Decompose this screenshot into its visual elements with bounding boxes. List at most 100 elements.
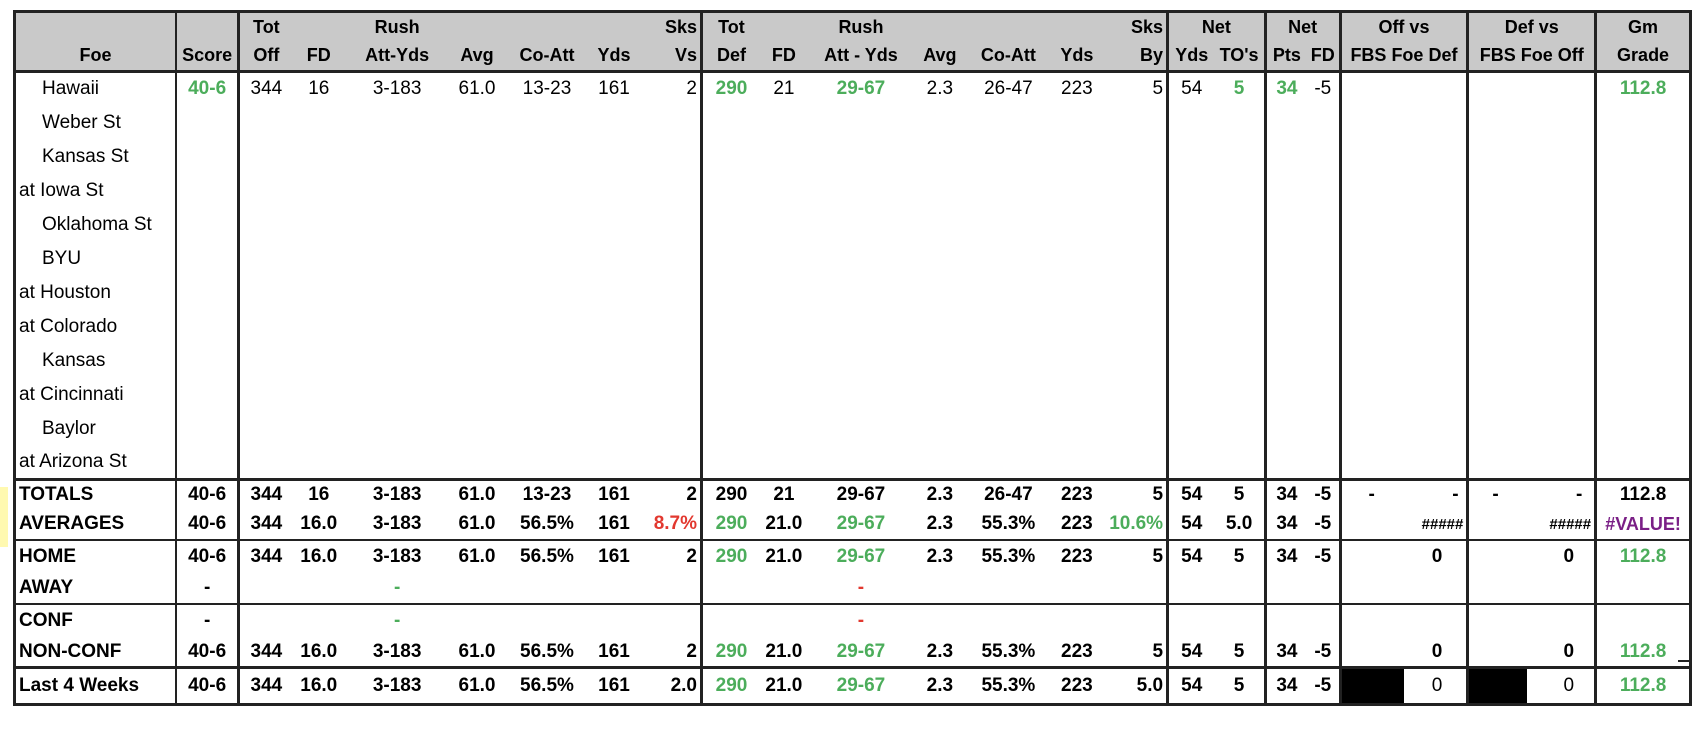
last-4-weeks-rush: 3-183	[345, 666, 450, 706]
row-highlight-averages	[0, 517, 8, 547]
totals-def-yds: 223	[1051, 478, 1103, 510]
last-4-weeks-net-pts: 34	[1263, 666, 1308, 706]
away-rush: -	[345, 573, 450, 605]
game-def-rush: 29-67	[836, 78, 886, 100]
game-foe: Kansas St	[12, 139, 176, 174]
home-def-vs: 0	[1466, 539, 1596, 574]
home-def-fd: 21.0	[765, 546, 803, 567]
last-4-weeks-def-vs-value: 0	[1563, 675, 1575, 696]
totals-def-co-att: 26-47	[965, 478, 1052, 510]
hdr1-foe	[12, 10, 176, 42]
game-sks-vs: 2	[686, 78, 697, 100]
game-row: at Colorado	[12, 309, 1692, 344]
averages-tot-def: 290	[699, 509, 760, 541]
non-conf-def-vs: 0	[1466, 637, 1596, 668]
game-avg: 61.0	[458, 78, 496, 100]
totals-def-fd: 21	[759, 478, 808, 510]
home-avg: 61.0	[458, 546, 496, 567]
home-rush: 3-183	[372, 546, 422, 567]
last-4-weeks-def-avg: 2.3	[914, 666, 966, 706]
away-score: -	[174, 573, 239, 605]
row-highlight-totals	[0, 487, 8, 517]
home-def-yds: 223	[1061, 546, 1093, 567]
home-sks-by: 5	[1152, 546, 1164, 567]
totals-avg: 61.0	[449, 478, 505, 510]
game-foe: at Houston	[12, 275, 176, 310]
hdr2-gm: Grade	[1594, 41, 1692, 73]
last-4-weeks-def-fd: 21.0	[759, 666, 808, 706]
hdr1-co-att	[504, 10, 590, 42]
non-conf-grade: 112.8	[1594, 637, 1692, 668]
last-4-weeks-net-fd: -5	[1307, 666, 1341, 706]
hdr1-gm: Gm	[1594, 10, 1692, 42]
hdr1-def-vs: Def vs	[1466, 10, 1596, 42]
home-tot-def: 290	[699, 539, 760, 574]
game-fd: 16	[308, 78, 330, 100]
hdr2-def-vs: FBS Foe Off	[1466, 41, 1596, 73]
home-score: 40-6	[174, 539, 239, 574]
non-conf-def-co-att: 55.3%	[981, 640, 1036, 662]
home-tot-off: 344	[237, 539, 293, 574]
home-net-pts: 34	[1263, 539, 1308, 574]
last-4-weeks-off-vs-value: 0	[1431, 675, 1443, 696]
away-label: AWAY	[12, 573, 176, 605]
averages-def-rush: 29-67	[807, 509, 915, 541]
hdr2-yds: Yds	[589, 41, 639, 73]
totals-rush: 3-183	[345, 478, 450, 510]
game-row: BYU	[12, 241, 1692, 276]
header-row-2: Foe Score Off FD Att-Yds Avg Co-Att Yds …	[12, 41, 1692, 73]
game-foe: at Arizona St	[12, 445, 176, 480]
hdr2-net-yds: Yds	[1166, 41, 1215, 73]
game-grade: 112.8	[1594, 71, 1692, 106]
game-row: Kansas	[12, 343, 1692, 378]
hdr2-def-yds: Yds	[1051, 41, 1103, 73]
totals-def-vs: --	[1466, 478, 1596, 510]
non-conf-tot-def: 290	[699, 637, 760, 668]
filled-cell	[1469, 669, 1528, 703]
last-4-weeks-def-rush: 29-67	[807, 666, 915, 706]
totals-tot-off: 344	[237, 478, 293, 510]
game-row: Hawaii 40-6 344 16 3-183 61.0 13-23 161 …	[12, 71, 1692, 106]
game-foe: Oklahoma St	[12, 207, 176, 242]
game-score: 40-6	[174, 71, 239, 106]
home-def-avg: 2.3	[926, 546, 954, 567]
game-foe: Weber St	[12, 105, 176, 140]
non-conf-label: NON-CONF	[12, 637, 176, 668]
away-row: AWAY - - -	[12, 573, 1692, 605]
hdr2-off-vs: FBS Foe Def	[1338, 41, 1468, 73]
last-4-weeks-def-vs: 0	[1466, 666, 1596, 706]
averages-net-fd: -5	[1307, 509, 1341, 541]
hdr2-def-fd: FD	[759, 41, 808, 73]
hdr1-off-vs: Off vs	[1338, 10, 1468, 42]
hdr2-avg: Avg	[449, 41, 505, 73]
non-conf-def-avg: 2.3	[926, 640, 954, 662]
last-4-weeks-net-to: 5	[1214, 666, 1266, 706]
conf-score: -	[174, 603, 239, 638]
conf-rush: -	[393, 610, 401, 631]
hdr1-def-fd	[759, 10, 808, 42]
totals-off-vs: --	[1338, 478, 1468, 510]
hdr2-net-pts: Pts	[1263, 41, 1308, 73]
non-conf-def-rush: 29-67	[836, 640, 886, 662]
totals-row: TOTALS 40-6 344 16 3-183 61.0 13-23 161 …	[12, 478, 1692, 510]
totals-tot-def: 290	[699, 478, 760, 510]
game-row: Baylor	[12, 411, 1692, 446]
non-conf-net-yds: 54	[1166, 637, 1215, 668]
home-grade: 112.8	[1594, 539, 1692, 574]
hdr2-net-fd: FD	[1307, 41, 1341, 73]
averages-net-yds: 54	[1166, 509, 1215, 541]
hdr2-rush: Att-Yds	[345, 41, 450, 73]
game-foe: at Colorado	[12, 309, 176, 344]
non-conf-row: NON-CONF 40-6 344 16.0 3-183 61.0 56.5% …	[12, 637, 1692, 668]
last-4-weeks-off-vs: 0	[1338, 666, 1468, 706]
averages-net-to: 5.0	[1214, 509, 1266, 541]
totals-def-avg: 2.3	[914, 478, 966, 510]
averages-fd: 16.0	[292, 509, 346, 541]
hdr2-net-to: TO's	[1214, 41, 1266, 73]
cell-border-fragment	[1678, 660, 1692, 662]
away-def-rush: -	[807, 573, 915, 605]
averages-avg: 61.0	[449, 509, 505, 541]
hdr1-sks-by: Sks	[1102, 10, 1168, 42]
home-co-att: 56.5%	[520, 546, 574, 567]
hdr2-def-avg: Avg	[914, 41, 966, 73]
